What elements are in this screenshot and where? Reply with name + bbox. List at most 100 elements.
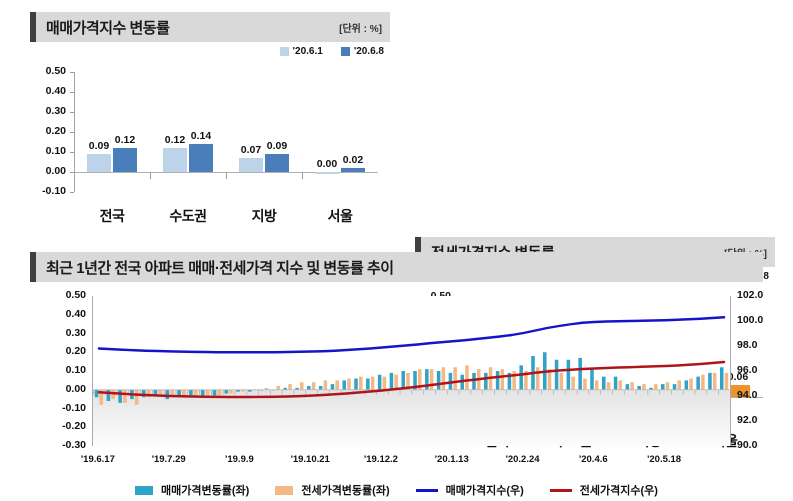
weekly-bar-1-11: [229, 389, 233, 394]
weekly-x-tick: [482, 389, 484, 395]
bar-sale-3-1: [341, 168, 365, 172]
weekly-bar-1-28: [429, 369, 434, 390]
weekly-bar-1-50: [689, 378, 693, 390]
category-label-서울: 서울: [327, 208, 353, 224]
weekly-bar-0-24: [377, 374, 382, 390]
combo-x-tick-label: '19.7.29: [151, 454, 186, 465]
combo-left-tick-label: -0.30: [62, 439, 86, 451]
weekly-bar-1-37: [535, 367, 540, 390]
weekly-x-tick: [505, 389, 507, 395]
negative-region-shading: [93, 389, 730, 446]
weekly-bar-1-8: [193, 389, 198, 398]
weekly-x-tick: [269, 389, 271, 395]
legend-label: 전세가격지수(우): [579, 485, 658, 497]
weekly-bar-0-25: [389, 372, 394, 390]
weekly-bar-1-1: [111, 389, 115, 400]
sale-chart-legend: '20.6.1 '20.6.8: [279, 46, 384, 57]
sale-y-tick: [70, 72, 74, 73]
weekly-bar-1-19: [323, 380, 328, 390]
weekly-line-1: [97, 360, 726, 399]
weekly-bar-0-2: [118, 389, 122, 403]
combo-x-tick-label: '20.5.18: [647, 454, 682, 465]
bar-jeonse-3-1: [726, 385, 750, 397]
weekly-x-tick: [458, 389, 460, 395]
weekly-x-tick: [199, 389, 200, 395]
weekly-x-tick: [694, 389, 696, 395]
weekly-x-tick: [647, 389, 649, 395]
weekly-bar-0-11: [224, 389, 229, 394]
sale-category-separator: [150, 172, 151, 179]
weekly-bar-0-28: [425, 369, 429, 390]
combo-legend-item-0: 매매가격변동률(좌): [135, 482, 249, 498]
sale-y-tick: [70, 132, 74, 133]
weekly-bar-0-4: [141, 389, 146, 398]
weekly-bar-1-36: [524, 371, 528, 390]
weekly-bar-0-33: [484, 372, 488, 390]
weekly-bar-1-41: [583, 378, 587, 390]
weekly-x-tick: [399, 389, 401, 395]
weekly-x-tick: [612, 389, 613, 395]
weekly-bar-0-18: [307, 386, 311, 390]
legend-label: '20.6.8: [353, 46, 384, 57]
bar-value-label: 0.14: [190, 130, 212, 142]
weekly-trend-panel: 최근 1년간 전국 아파트 매매·전세가격 지수 및 변동률 추이 0.50 0.…: [30, 252, 763, 500]
combo-panel-title: 최근 1년간 전국 아파트 매매·전세가격 지수 및 변동률 추이: [46, 259, 394, 277]
sale-y-tick-label: 0.40: [45, 85, 66, 97]
weekly-x-tick: [588, 389, 590, 395]
weekly-x-tick: [706, 389, 708, 395]
weekly-x-tick: [517, 389, 519, 395]
weekly-bar-1-15: [276, 386, 280, 390]
weekly-bar-0-19: [318, 386, 323, 390]
sale-panel-title: 매매가격지수 변동률: [46, 19, 170, 37]
weekly-x-tick: [541, 389, 543, 395]
combo-right-tick-label: 94.0: [737, 389, 758, 401]
sale-y-tick-label: 0.30: [45, 105, 66, 117]
weekly-x-tick: [340, 389, 342, 395]
combo-legend-item-1: 전세가격변동률(좌): [275, 482, 390, 498]
bar-value-label: 0.06: [727, 371, 749, 383]
bar-value-label: 0.02: [342, 154, 364, 166]
weekly-x-tick: [234, 389, 236, 395]
weekly-x-tick: [317, 389, 318, 395]
legend-label: '20.6.1: [292, 46, 323, 57]
bar-sale-1-0: [163, 148, 187, 172]
weekly-bar-0-52: [708, 372, 712, 390]
weekly-bar-1-40: [571, 376, 575, 390]
weekly-bar-1-52: [712, 372, 717, 390]
weekly-bar-0-10: [212, 389, 217, 396]
weekly-bar-1-0: [99, 389, 104, 405]
weekly-line-0: [97, 316, 726, 354]
weekly-bar-1-53: [724, 372, 729, 390]
weekly-x-tick: [293, 389, 295, 395]
weekly-bar-1-17: [300, 382, 304, 390]
weekly-bar-0-13: [248, 389, 252, 392]
bar-value-label: 0.09: [88, 140, 110, 152]
bar-value-label: 0.00: [316, 158, 338, 170]
weekly-bar-1-18: [311, 382, 316, 390]
combo-x-tick-label: '19.6.17: [80, 454, 115, 465]
weekly-bar-0-42: [590, 369, 594, 390]
weekly-bar-1-12: [241, 389, 245, 392]
weekly-trend-plot: [92, 296, 731, 446]
weekly-x-tick: [222, 389, 224, 395]
weekly-x-tick: [387, 389, 389, 395]
bar-value-label: 0.09: [266, 140, 288, 152]
combo-x-tick-label: '20.4.6: [578, 454, 608, 465]
sale-y-tick: [70, 172, 74, 173]
bar-sale-0-0: [87, 154, 111, 172]
weekly-x-tick: [423, 389, 425, 395]
weekly-bar-1-39: [559, 372, 564, 390]
legend-swatch-icon: [275, 485, 294, 495]
weekly-bar-0-51: [696, 376, 700, 390]
bar-sale-2-1: [265, 154, 289, 172]
weekly-bar-0-22: [354, 378, 358, 390]
weekly-bar-1-9: [205, 389, 210, 396]
weekly-bar-0-36: [519, 365, 523, 390]
sale-change-rate-panel: 매매가격지수 변동률 [단위 : %] '20.6.1'20.6.8 0.50 0…: [30, 12, 390, 237]
weekly-bar-0-48: [660, 384, 665, 390]
weekly-x-tick: [576, 389, 578, 395]
weekly-bar-1-42: [594, 380, 599, 390]
weekly-x-tick: [328, 389, 330, 395]
weekly-bar-0-41: [578, 357, 582, 390]
combo-left-tick-label: 0.20: [65, 345, 86, 358]
